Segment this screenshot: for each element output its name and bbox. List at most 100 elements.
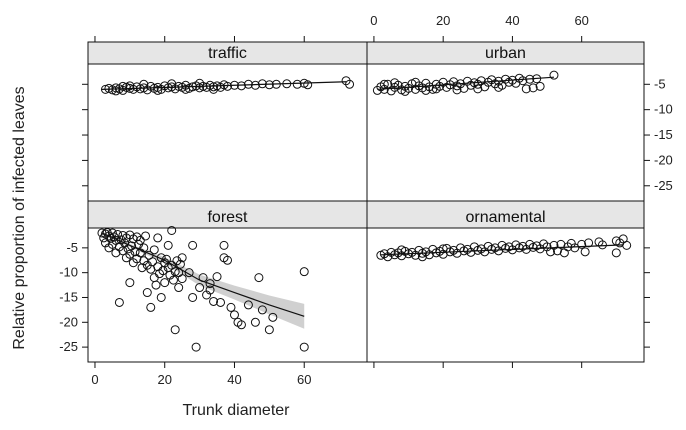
data-point [257,305,267,315]
data-point [188,292,198,302]
data-point [428,244,438,254]
data-point [149,273,159,283]
data-point [125,81,135,91]
data-point [146,302,156,312]
data-point [268,312,278,322]
x-tick-label-bottom: 20 [157,372,171,387]
data-point [552,246,562,256]
data-point [229,310,239,320]
data-point [149,245,159,255]
data-point [125,278,135,288]
panel-ornamental: ornamental [366,200,645,363]
x-tick-label-bottom: 0 [91,372,98,387]
x-tick-label-top: 60 [574,13,588,28]
data-point [452,85,462,95]
data-point [577,239,587,249]
y-tick-label-right: -5 [654,76,666,91]
data-point [137,263,147,273]
y-tick-label-left: -10 [59,265,78,280]
strip-forest [87,200,368,229]
data-point [118,81,128,91]
data-point [299,342,309,352]
data-point [181,84,191,94]
data-point [114,297,124,307]
data-point [549,70,559,80]
data-point [153,85,163,95]
data-point [141,231,151,241]
data-point [174,283,184,293]
data-point [518,76,528,86]
data-point [535,81,545,91]
data-point [156,292,166,302]
panel-traffic: traffic [87,41,368,202]
x-tick-label-bottom: 60 [297,372,311,387]
x-tick-label-top: 40 [505,13,519,28]
data-point [160,278,170,288]
data-point [622,240,632,250]
y-tick-label-left: -20 [59,314,78,329]
panel-forest: forest [87,200,368,363]
y-tick-label-right: -15 [654,127,673,142]
data-point [135,235,145,245]
x-tick-label-top: 0 [370,13,377,28]
strip-ornamental [366,200,645,229]
data-point [243,300,253,310]
data-point [184,268,194,278]
data-point [125,249,135,259]
data-point [570,243,580,253]
data-point [611,248,621,258]
data-point [168,275,178,285]
data-point [153,233,163,243]
data-point [209,82,219,92]
x-tick-label-bottom: 40 [227,372,241,387]
data-point [580,247,590,257]
data-point [594,237,604,247]
plot-frame-ornamental [366,227,645,363]
data-point [264,325,274,335]
data-point [292,79,302,89]
data-point [170,325,180,335]
data-point [390,78,400,88]
x-tick-label-top: 20 [436,13,450,28]
data-point [175,259,185,269]
data-point [142,288,152,298]
data-point [195,78,205,88]
strip-label-traffic: traffic [208,45,247,62]
data-point [473,84,483,94]
data-point [250,317,260,327]
data-point [209,296,219,306]
data-point [167,225,177,235]
data-point [216,297,226,307]
data-point [188,240,198,250]
y-tick-label-right: -20 [654,152,673,167]
data-point [177,253,187,263]
fit-line-urban [377,76,555,90]
y-tick-label-right: -10 [654,102,673,117]
data-point [254,273,264,283]
fit-line-traffic [101,81,347,90]
data-point [303,80,313,90]
y-tick-label-right: -25 [654,178,673,193]
y-tick-label-left: -5 [66,240,78,255]
strip-label-forest: forest [207,209,248,226]
data-point [521,84,531,94]
data-point [494,82,504,92]
data-point [236,81,246,91]
x-axis-title: Trunk diameter [183,402,291,419]
data-point [480,82,490,92]
panels-layer: traffic urban forest ornamental [87,41,645,363]
data-point [148,257,158,267]
data-point [212,272,222,282]
data-point [223,81,232,91]
fit-line-forest [101,232,305,317]
data-point [205,279,215,289]
data-point [226,302,236,312]
data-point [345,79,355,89]
data-point [170,267,180,277]
panel-urban: urban [366,41,645,202]
axes-layer: 0 20 40 60 0 20 40 60 -5 -10 -15 -20 -25 -5 -10 -15 -20 -… [59,13,673,387]
data-point [177,274,187,284]
data-point [205,285,215,295]
strip-label-urban: urban [485,45,526,62]
